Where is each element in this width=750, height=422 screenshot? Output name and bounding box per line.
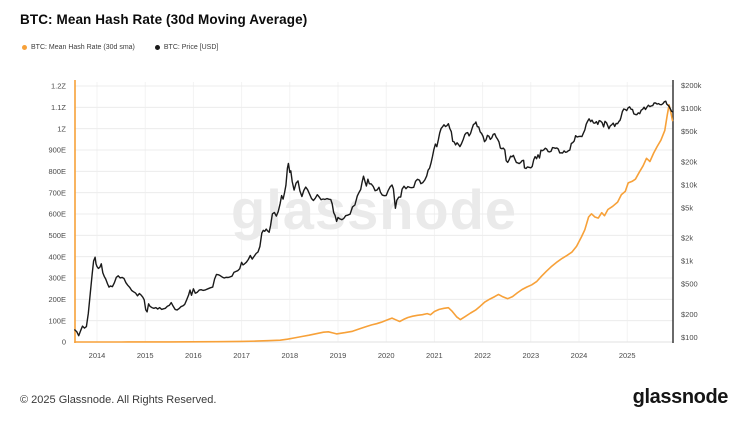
y-axis-left-tick-label: 900E <box>48 146 66 155</box>
x-axis-tick-label: 2019 <box>330 351 347 360</box>
chart-legend: BTC: Mean Hash Rate (30d sma) BTC: Price… <box>22 44 218 51</box>
x-axis-tick-label: 2014 <box>89 351 106 360</box>
y-axis-left-tick-label: 600E <box>48 210 66 219</box>
y-axis-left-tick-label: 300E <box>48 274 66 283</box>
y-axis-right-tick-label: $50k <box>681 127 698 136</box>
y-axis-left-tick-label: 700E <box>48 188 66 197</box>
y-axis-left-tick-label: 0 <box>62 338 66 347</box>
y-axis-left-tick-label: 500E <box>48 231 66 240</box>
x-axis-tick-label: 2022 <box>474 351 491 360</box>
y-axis-right-tick-label: $200 <box>681 310 698 319</box>
legend-item-price[interactable]: BTC: Price [USD] <box>154 44 219 51</box>
price-series-line[interactable] <box>74 100 674 337</box>
x-axis-tick-label: 2020 <box>378 351 395 360</box>
x-axis-tick-label: 2015 <box>137 351 154 360</box>
x-axis-tick-label: 2025 <box>619 351 636 360</box>
y-axis-left-tick-label: 1Z <box>57 124 66 133</box>
hash-rate-legend-dot-icon <box>22 45 27 50</box>
y-axis-left-tick-label: 400E <box>48 252 66 261</box>
x-axis-tick-label: 2018 <box>281 351 298 360</box>
x-axis-tick-label: 2023 <box>522 351 539 360</box>
y-axis-right-tick-label: $100 <box>681 333 698 342</box>
y-axis-right-tick-label: $2k <box>681 234 693 243</box>
y-axis-left-tick-label: 1.2Z <box>51 82 66 91</box>
y-axis-right-tick-label: $200k <box>681 81 702 90</box>
price-legend-label: BTC: Price [USD] <box>163 44 219 51</box>
copyright-text: © 2025 Glassnode. All Rights Reserved. <box>20 394 217 406</box>
y-axis-right-tick-label: $1k <box>681 257 693 266</box>
x-axis-tick-label: 2021 <box>426 351 443 360</box>
legend-item-hash-rate[interactable]: BTC: Mean Hash Rate (30d sma) <box>22 44 135 51</box>
x-axis-tick-label: 2017 <box>233 351 250 360</box>
y-axis-left-tick-label: 200E <box>48 295 66 304</box>
glassnode-logo[interactable]: glassnode <box>632 386 729 408</box>
y-axis-right-tick-label: $20k <box>681 157 698 166</box>
y-axis-left-tick-label: 800E <box>48 167 66 176</box>
price-legend-dot-icon <box>154 45 160 50</box>
x-axis-tick-label: 2024 <box>571 351 588 360</box>
y-axis-right-tick-label: $500 <box>681 280 698 289</box>
hash-rate-legend-label: BTC: Mean Hash Rate (30d sma) <box>31 44 135 51</box>
hash-rate-series-line[interactable] <box>74 104 674 343</box>
y-axis-left-tick-label: 1.1Z <box>51 103 66 112</box>
chart-title: BTC: Mean Hash Rate (30d Moving Average) <box>20 12 308 27</box>
y-axis-right-tick-label: $5k <box>681 203 693 212</box>
y-axis-right-tick-label: $100k <box>681 104 702 113</box>
y-axis-left-tick-label: 100E <box>48 316 66 325</box>
x-axis-tick-label: 2016 <box>185 351 202 360</box>
y-axis-right-tick-label: $10k <box>681 180 698 189</box>
